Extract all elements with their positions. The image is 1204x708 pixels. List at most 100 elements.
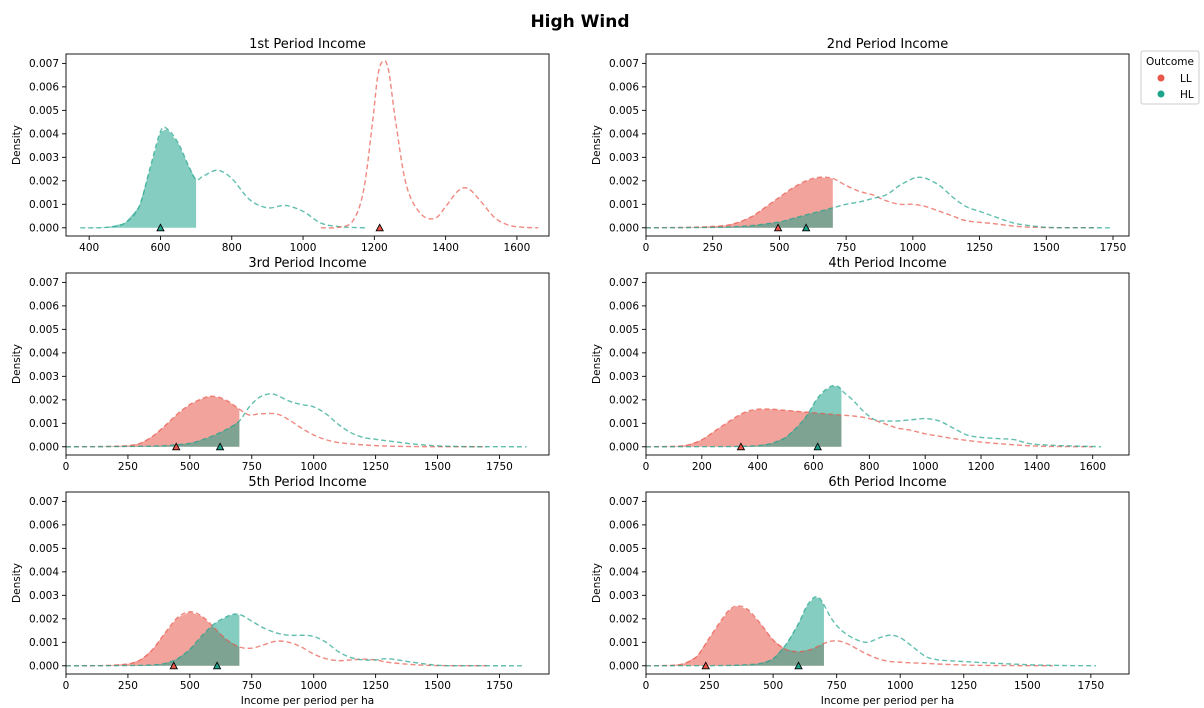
- density-fill-hl: [646, 207, 833, 228]
- mean-marker-ll: [171, 442, 181, 451]
- y-tick-label: 0.001: [29, 418, 59, 430]
- y-tick-label: 0.006: [609, 301, 639, 313]
- y-tick-label: 0.005: [29, 324, 59, 336]
- density-fill-hl: [646, 597, 824, 666]
- mean-marker-hl: [212, 661, 222, 670]
- y-tick-label: 0.003: [29, 371, 59, 383]
- x-axis-label: Income per period per ha: [821, 695, 954, 707]
- y-tick-label: 0.007: [29, 277, 59, 289]
- x-tick-label: 0: [643, 242, 650, 254]
- x-tick-label: 400: [748, 461, 768, 473]
- x-tick-label: 1600: [504, 242, 531, 254]
- density-fill-hl: [646, 385, 842, 447]
- y-tick-label: 0.006: [609, 520, 639, 532]
- x-tick-label: 1250: [362, 680, 389, 692]
- x-tick-label: 1750: [486, 461, 513, 473]
- legend-label-ll: LL: [1180, 73, 1192, 85]
- x-tick-label: 500: [180, 461, 200, 473]
- y-tick-label: 0.007: [609, 277, 639, 289]
- x-tick-label: 1250: [950, 680, 977, 692]
- x-tick-label: 1000: [290, 242, 317, 254]
- x-tick-label: 1750: [1078, 680, 1105, 692]
- density-line-hl: [80, 126, 368, 229]
- mean-marker-ll: [701, 661, 710, 670]
- x-tick-label: 1250: [966, 242, 993, 254]
- x-tick-label: 800: [222, 242, 242, 254]
- y-tick-label: 0.004: [29, 567, 59, 579]
- density-line-ll: [66, 611, 488, 667]
- subplot-title: 3rd Period Income: [248, 256, 366, 271]
- x-tick-label: 600: [803, 461, 823, 473]
- legend-marker-hl: [1157, 90, 1165, 98]
- y-tick-label: 0.004: [609, 567, 639, 579]
- density-line-ll: [646, 605, 1053, 667]
- y-tick-label: 0.002: [29, 176, 59, 188]
- plot-area: [66, 611, 525, 667]
- x-axis-label: Income per period per ha: [241, 695, 374, 707]
- density-line-hl: [66, 613, 525, 667]
- x-tick-label: 1500: [1033, 242, 1060, 254]
- density-fill-ll: [646, 606, 824, 666]
- mean-marker-hl: [813, 442, 822, 451]
- x-tick-label: 0: [643, 461, 650, 473]
- y-tick-label: 0.007: [29, 58, 59, 70]
- y-tick-label: 0.000: [609, 223, 639, 235]
- x-tick-label: 1750: [486, 680, 513, 692]
- x-tick-label: 1400: [1023, 461, 1050, 473]
- legend-marker-ll: [1157, 74, 1165, 82]
- mean-marker-ll: [169, 661, 178, 670]
- x-tick-label: 0: [63, 680, 70, 692]
- y-tick-label: 0.000: [609, 442, 639, 454]
- y-tick-label: 0.000: [29, 223, 59, 235]
- density-fill-ll: [66, 396, 240, 447]
- subplot-6: 6th Period Income 0.000 0.001 0.002 0.003 0.0…: [591, 475, 1130, 707]
- subplot-title: 5th Period Income: [248, 475, 366, 490]
- subplot-3: 3rd Period Income 0.000 0.001 0.002 0.003 0.0…: [11, 256, 550, 473]
- y-tick-label: 0.001: [609, 199, 639, 211]
- plot-area: [646, 384, 1102, 448]
- y-tick-label: 0.000: [609, 661, 639, 673]
- y-axis-label: Density: [11, 344, 23, 384]
- y-tick-label: 0.000: [29, 442, 59, 454]
- density-line-hl: [66, 393, 527, 448]
- plot-area: [646, 176, 1111, 229]
- x-tick-label: 400: [79, 242, 99, 254]
- x-tick-label: 250: [700, 680, 720, 692]
- x-tick-label: 1500: [424, 461, 451, 473]
- y-tick-label: 0.006: [29, 520, 59, 532]
- y-axis-label: Density: [591, 344, 603, 384]
- y-tick-label: 0.002: [609, 395, 639, 407]
- axes-frame: [65, 491, 550, 675]
- y-tick-label: 0.003: [29, 590, 59, 602]
- subplot-4: 4th Period Income 0.000 0.001 0.002 0.003 0.0…: [591, 256, 1130, 473]
- plot-area: [646, 595, 1096, 667]
- subplot-5: 5th Period Income 0.000 0.001 0.002 0.003 0.0…: [11, 475, 550, 707]
- y-tick-label: 0.002: [609, 176, 639, 188]
- mean-marker-ll: [736, 442, 746, 451]
- x-tick-label: 800: [859, 461, 879, 473]
- y-tick-label: 0.007: [609, 58, 639, 70]
- subplot-title: 6th Period Income: [828, 475, 946, 490]
- x-tick-label: 250: [118, 461, 138, 473]
- y-axis-label: Density: [11, 125, 23, 165]
- density-fill-hl: [66, 614, 240, 666]
- y-tick-label: 0.004: [29, 129, 59, 141]
- y-axis-label: Density: [591, 125, 603, 165]
- x-tick-label: 1200: [968, 461, 995, 473]
- plot-area: [66, 393, 527, 448]
- y-tick-label: 0.002: [29, 395, 59, 407]
- x-tick-label: 1500: [1014, 680, 1041, 692]
- y-tick-label: 0.006: [609, 82, 639, 94]
- y-tick-label: 0.001: [29, 637, 59, 649]
- subplot-title: 2nd Period Income: [827, 37, 948, 52]
- y-tick-label: 0.006: [29, 301, 59, 313]
- x-tick-label: 0: [63, 461, 70, 473]
- density-line-hl: [646, 176, 1111, 229]
- subplots: 1st Period Income 0.000 0.001 0.002 0.003 0.0…: [11, 37, 1130, 707]
- y-tick-label: 0.005: [609, 324, 639, 336]
- legend: Outcome LL HL: [1140, 50, 1200, 105]
- mean-marker-hl: [215, 442, 225, 451]
- axes-frame: [65, 272, 550, 456]
- axes-frame: [65, 53, 550, 237]
